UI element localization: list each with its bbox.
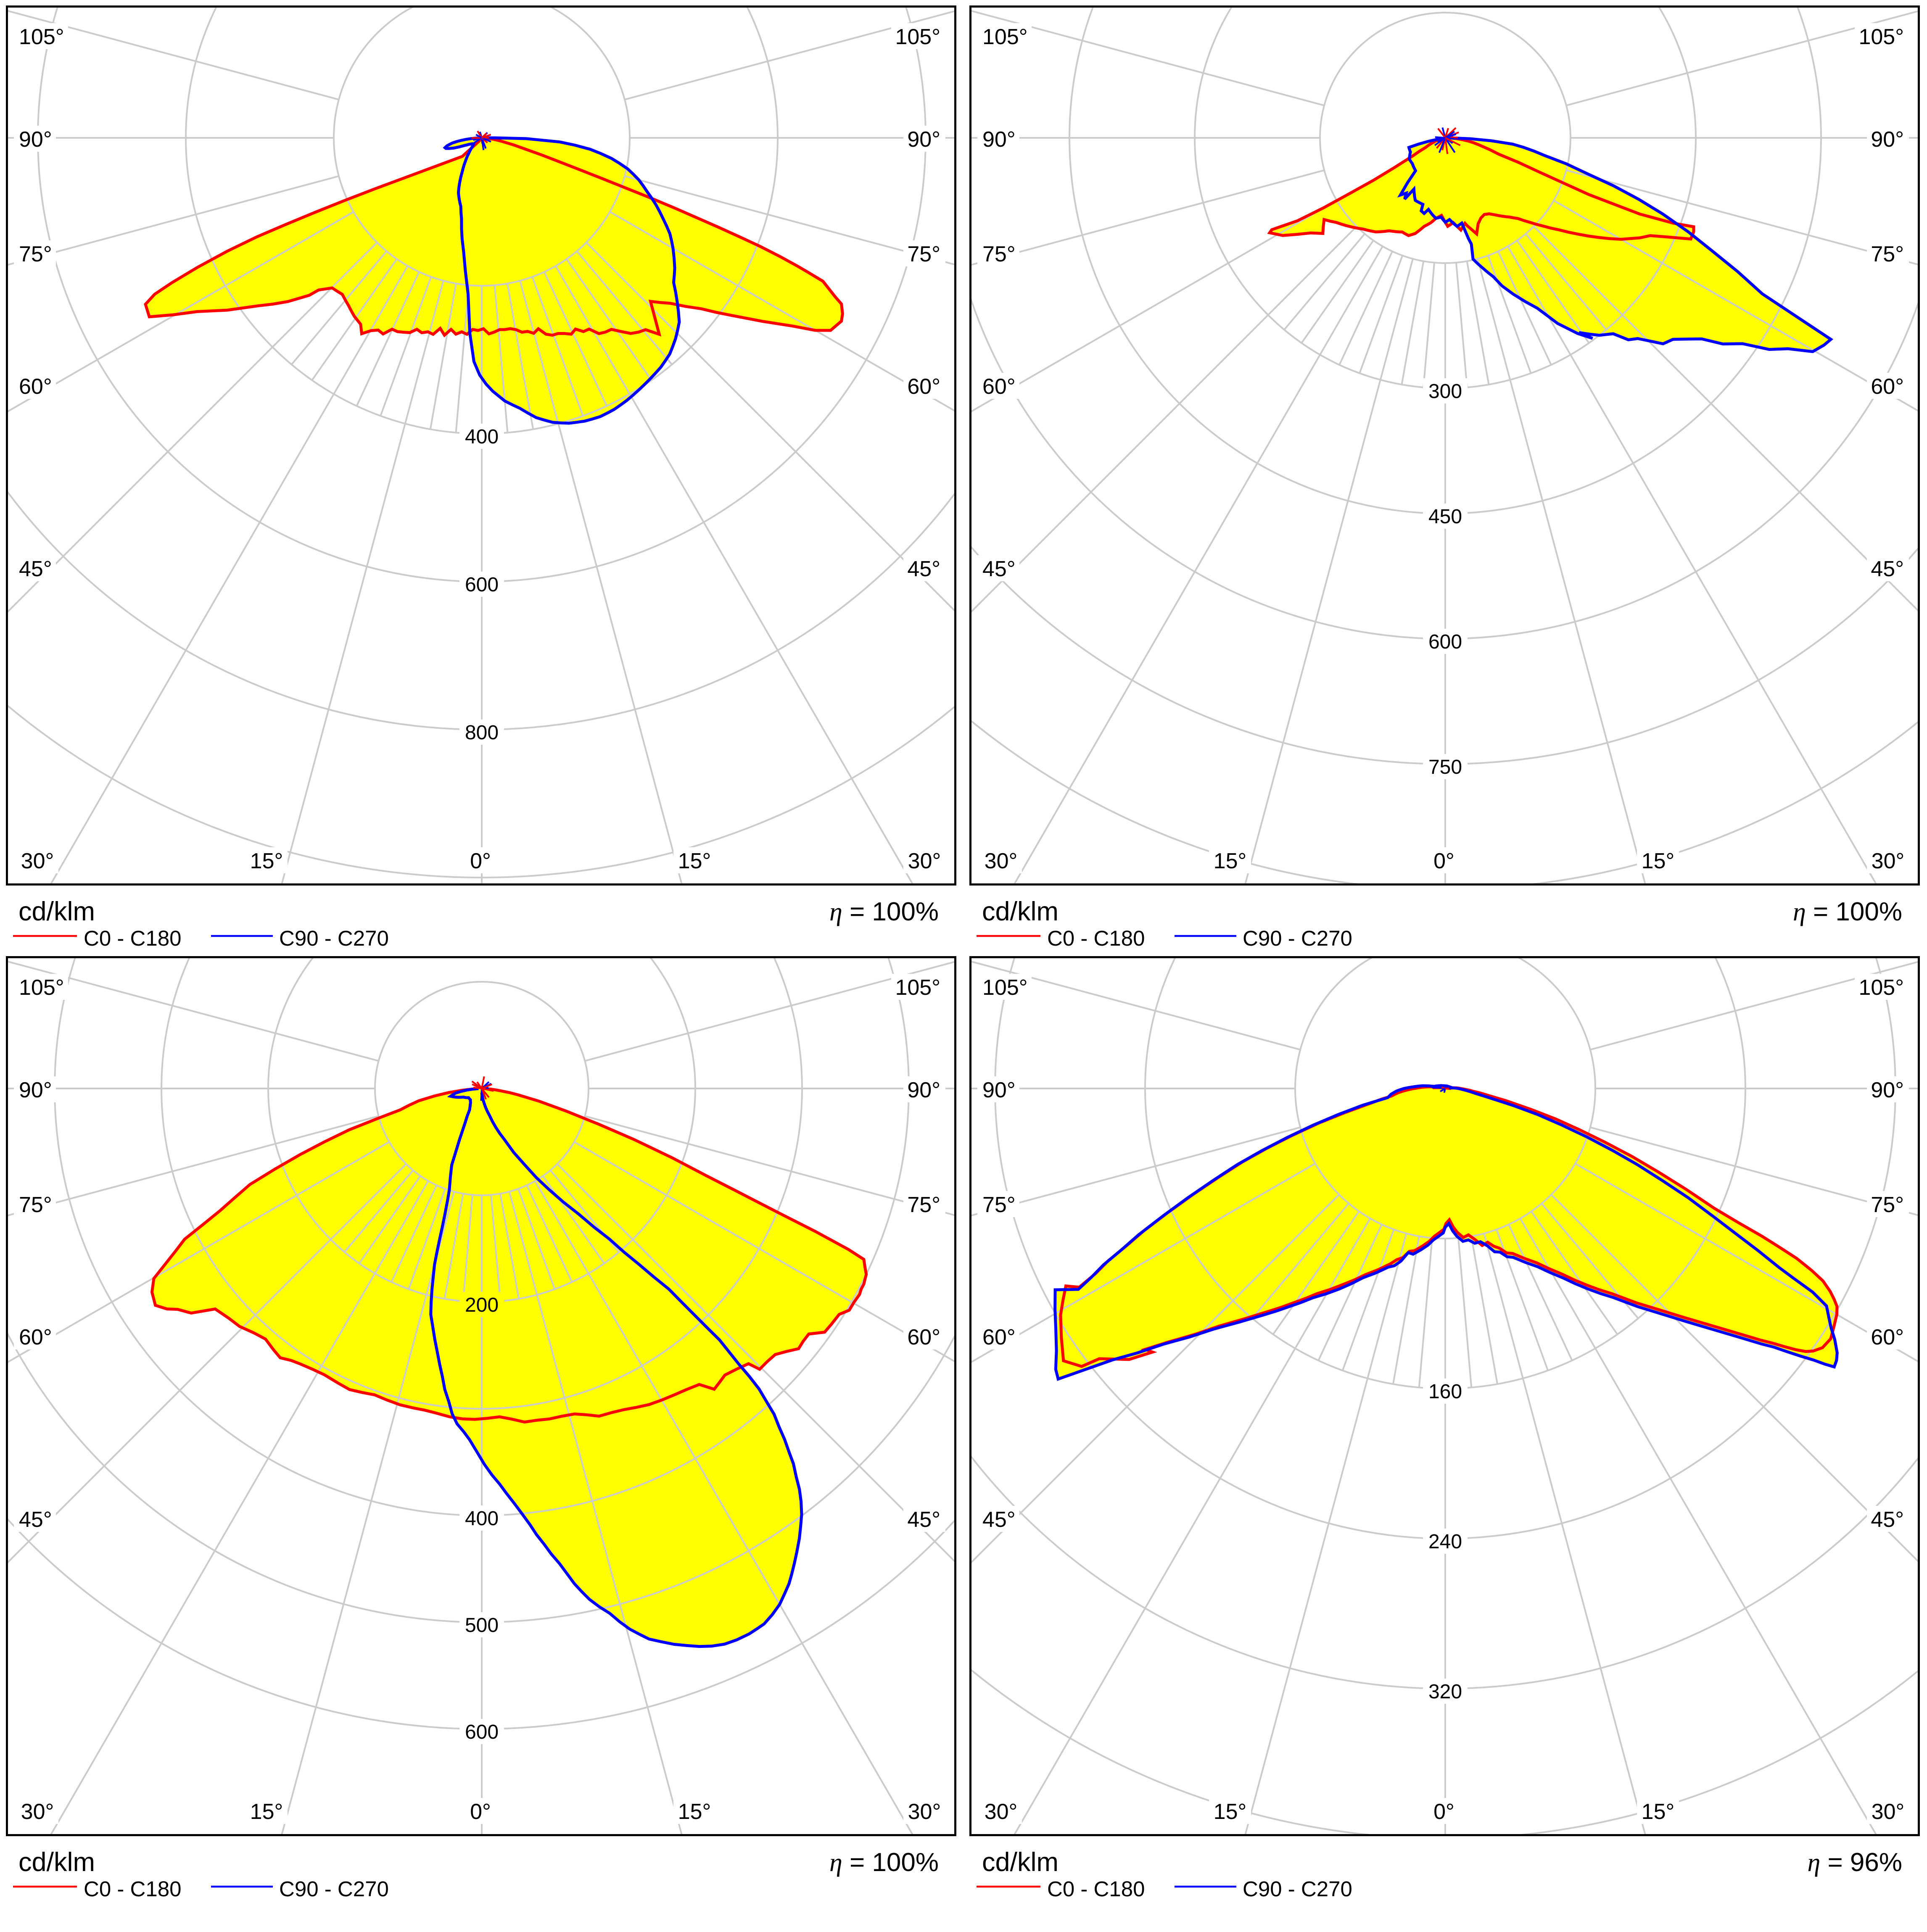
svg-text:75°: 75°	[1871, 1193, 1904, 1217]
svg-text:240: 240	[1428, 1531, 1462, 1553]
svg-text:105°: 105°	[1858, 975, 1904, 1000]
svg-text:750: 750	[1428, 756, 1462, 778]
svg-text:cd/klm: cd/klm	[982, 897, 1059, 926]
svg-text:75°: 75°	[907, 242, 940, 266]
svg-text:0°: 0°	[470, 849, 491, 873]
svg-text:500: 500	[465, 1614, 499, 1637]
svg-text:η = 96%: η = 96%	[1807, 1848, 1902, 1877]
svg-text:105°: 105°	[895, 975, 940, 1000]
svg-text:15°: 15°	[678, 1800, 711, 1824]
svg-text:30°: 30°	[908, 1800, 941, 1824]
svg-text:90°: 90°	[907, 1078, 940, 1102]
svg-text:30°: 30°	[1872, 1800, 1905, 1824]
svg-text:450: 450	[1428, 506, 1462, 528]
svg-text:45°: 45°	[907, 1508, 940, 1532]
svg-text:C90 - C270: C90 - C270	[279, 926, 389, 950]
svg-text:800: 800	[465, 722, 499, 744]
svg-text:60°: 60°	[907, 374, 940, 399]
svg-text:15°: 15°	[1214, 1800, 1247, 1824]
svg-text:90°: 90°	[19, 127, 52, 152]
svg-text:60°: 60°	[19, 1325, 52, 1350]
svg-text:105°: 105°	[982, 975, 1028, 1000]
svg-text:105°: 105°	[895, 25, 940, 49]
svg-text:cd/klm: cd/klm	[982, 1848, 1059, 1877]
svg-text:0°: 0°	[1433, 849, 1454, 873]
svg-text:15°: 15°	[1642, 1800, 1675, 1824]
svg-text:45°: 45°	[982, 557, 1016, 581]
svg-text:15°: 15°	[678, 849, 711, 873]
svg-text:60°: 60°	[1871, 1325, 1904, 1350]
svg-text:90°: 90°	[982, 127, 1016, 152]
svg-text:400: 400	[465, 1508, 499, 1530]
svg-text:75°: 75°	[19, 242, 52, 266]
svg-text:105°: 105°	[19, 25, 64, 49]
svg-text:160: 160	[1428, 1381, 1462, 1403]
svg-text:45°: 45°	[19, 557, 52, 581]
svg-text:75°: 75°	[19, 1193, 52, 1217]
svg-text:75°: 75°	[1871, 242, 1904, 266]
svg-text:45°: 45°	[19, 1508, 52, 1532]
svg-text:60°: 60°	[19, 374, 52, 399]
svg-text:C0 - C180: C0 - C180	[84, 1877, 181, 1901]
svg-text:60°: 60°	[1871, 374, 1904, 399]
svg-text:C0 - C180: C0 - C180	[1047, 1877, 1145, 1901]
svg-text:C90 - C270: C90 - C270	[1243, 1877, 1352, 1901]
svg-text:600: 600	[465, 574, 499, 596]
svg-text:90°: 90°	[1871, 1078, 1904, 1102]
svg-text:15°: 15°	[1642, 849, 1675, 873]
svg-text:30°: 30°	[21, 1800, 54, 1824]
svg-text:C90 - C270: C90 - C270	[279, 1877, 389, 1901]
svg-text:C90 - C270: C90 - C270	[1243, 926, 1352, 950]
svg-text:η = 100%: η = 100%	[829, 897, 939, 926]
svg-text:75°: 75°	[907, 1193, 940, 1217]
svg-text:0°: 0°	[1433, 1800, 1454, 1824]
svg-text:600: 600	[465, 1721, 499, 1743]
svg-text:η = 100%: η = 100%	[1793, 897, 1902, 926]
svg-text:400: 400	[465, 426, 499, 448]
svg-text:15°: 15°	[250, 1800, 283, 1824]
svg-text:30°: 30°	[908, 849, 941, 873]
svg-text:105°: 105°	[19, 975, 64, 1000]
svg-text:cd/klm: cd/klm	[18, 1848, 95, 1877]
svg-text:60°: 60°	[982, 374, 1016, 399]
svg-text:60°: 60°	[982, 1325, 1016, 1350]
svg-text:320: 320	[1428, 1681, 1462, 1703]
svg-text:90°: 90°	[1871, 127, 1904, 152]
svg-text:600: 600	[1428, 631, 1462, 653]
svg-text:30°: 30°	[21, 849, 54, 873]
svg-text:45°: 45°	[1871, 1508, 1904, 1532]
svg-text:300: 300	[1428, 380, 1462, 403]
svg-text:45°: 45°	[982, 1508, 1016, 1532]
svg-text:75°: 75°	[982, 1193, 1016, 1217]
svg-text:90°: 90°	[907, 127, 940, 152]
svg-text:0°: 0°	[470, 1800, 491, 1824]
svg-text:90°: 90°	[982, 1078, 1016, 1102]
svg-text:90°: 90°	[19, 1078, 52, 1102]
svg-text:cd/klm: cd/klm	[18, 897, 95, 926]
svg-text:60°: 60°	[907, 1325, 940, 1350]
svg-text:200: 200	[465, 1294, 499, 1316]
svg-text:30°: 30°	[985, 849, 1018, 873]
svg-text:30°: 30°	[985, 1800, 1018, 1824]
svg-text:45°: 45°	[907, 557, 940, 581]
svg-text:C0 - C180: C0 - C180	[84, 926, 181, 950]
svg-text:45°: 45°	[1871, 557, 1904, 581]
svg-text:η = 100%: η = 100%	[829, 1848, 939, 1877]
svg-text:105°: 105°	[1858, 25, 1904, 49]
svg-text:C0 - C180: C0 - C180	[1047, 926, 1145, 950]
svg-text:75°: 75°	[982, 242, 1016, 266]
svg-text:30°: 30°	[1872, 849, 1905, 873]
svg-text:15°: 15°	[250, 849, 283, 873]
svg-text:15°: 15°	[1214, 849, 1247, 873]
svg-text:105°: 105°	[982, 25, 1028, 49]
